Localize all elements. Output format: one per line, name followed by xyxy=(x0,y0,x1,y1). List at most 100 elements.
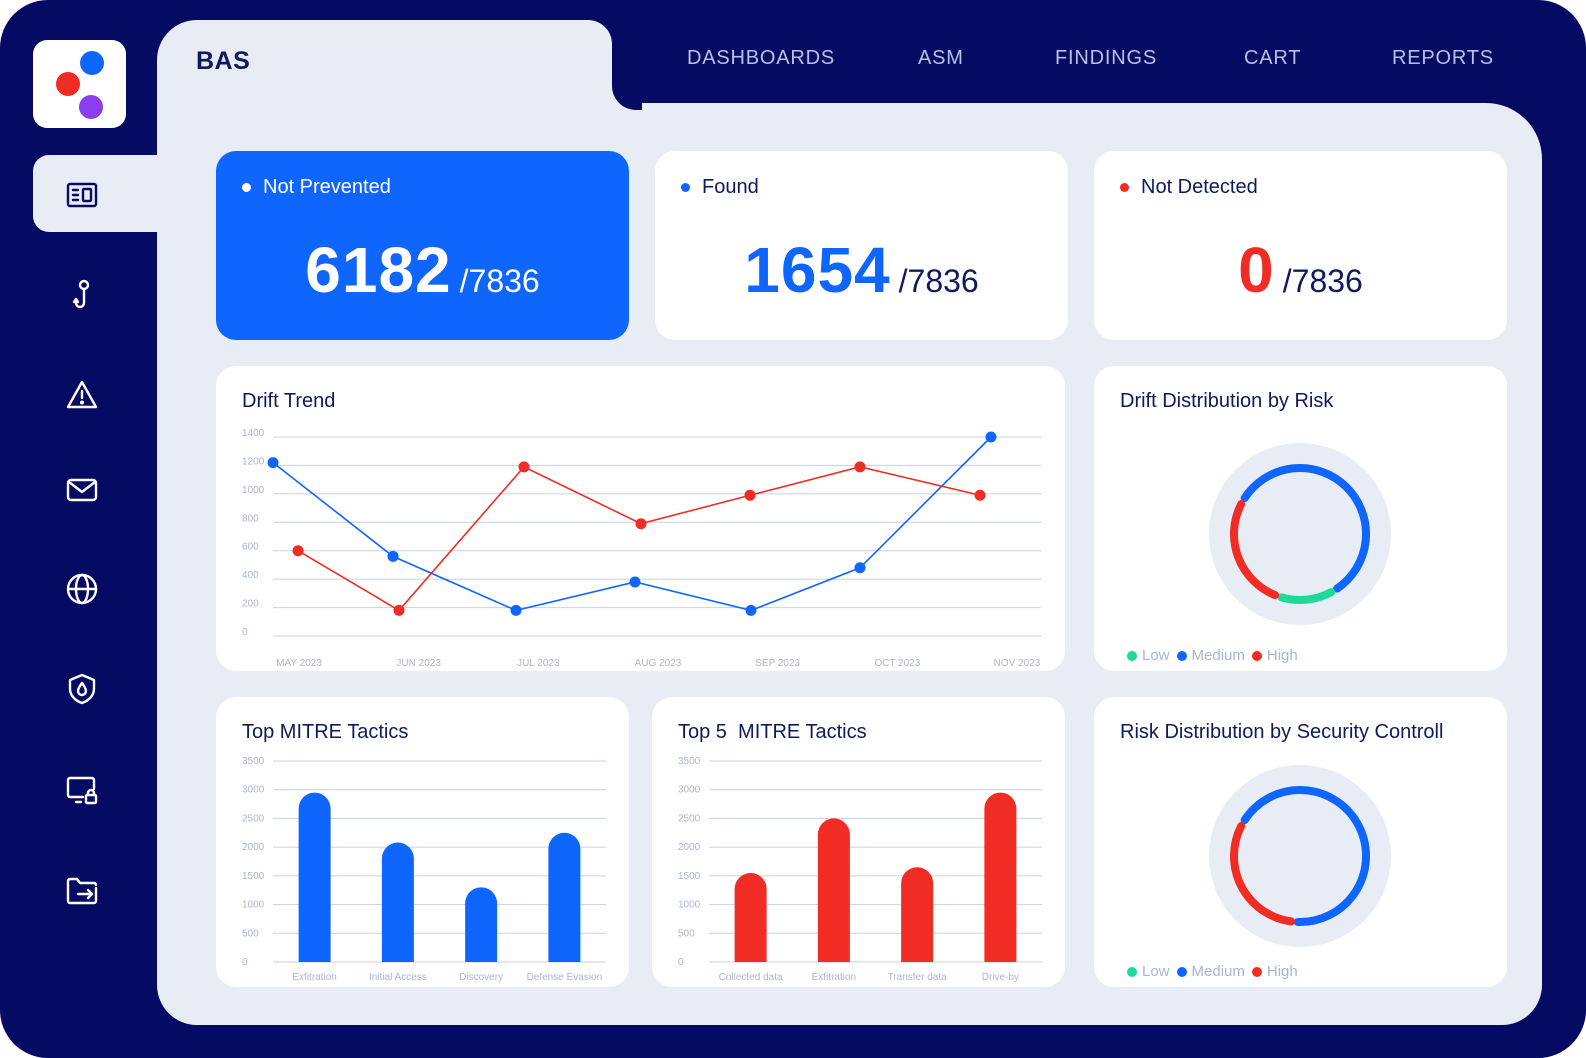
stat-total: /7836 xyxy=(459,263,540,299)
top-mitre-chart: 0 500 1000 1500 2000 2500 3000 3500 Exfitration I… xyxy=(242,756,606,983)
data-point xyxy=(518,461,530,473)
legend-high: High xyxy=(1251,647,1298,664)
device-lock-icon xyxy=(66,776,98,805)
top5-mitre-card: Top 5 MITRE Tactics 0 500 1000 1500 2000 2500… xyxy=(652,697,1065,987)
y-tick-label: 200 xyxy=(242,599,259,610)
stat-card-not-prevented[interactable]: Not Prevented 6182/7836 xyxy=(216,151,629,340)
nav-cart[interactable]: CART xyxy=(1244,47,1302,69)
stat-label: Found xyxy=(681,176,759,199)
card-title: Drift Distribution by Risk xyxy=(1120,390,1334,412)
mail-icon xyxy=(66,478,98,502)
x-tick-label: Initial Access xyxy=(369,972,427,983)
legend-medium: Medium xyxy=(1176,647,1245,664)
status-dot xyxy=(242,183,251,192)
bar xyxy=(984,792,1017,962)
status-dot xyxy=(1120,183,1129,192)
sidebar-item-globe[interactable] xyxy=(62,569,102,609)
sidebar-item-shield[interactable] xyxy=(62,669,102,709)
card-title: Drift Trend xyxy=(242,390,336,412)
legend-low: Low xyxy=(1127,647,1170,664)
data-point xyxy=(744,489,756,501)
drift-trend-card: Drift Trend 0 200 400 600 800 1000 1200 1400 MAY… xyxy=(216,366,1065,671)
y-tick-label: 3000 xyxy=(678,785,701,796)
x-tick-label: Discovery xyxy=(459,972,503,983)
sidebar-item-export[interactable] xyxy=(62,871,102,911)
donut-slice-high xyxy=(1230,822,1296,926)
x-tick-label: Drive-by xyxy=(982,972,1019,983)
x-tick-label: Exfitration xyxy=(812,972,856,983)
card-title: Top 5 MITRE Tactics xyxy=(678,721,867,743)
bar xyxy=(901,867,934,962)
donut-slice-high xyxy=(1230,500,1280,600)
y-tick-label: 0 xyxy=(678,957,684,968)
legend-label: Medium xyxy=(1191,963,1245,980)
y-tick-label: 0 xyxy=(242,957,248,968)
data-point xyxy=(745,604,757,616)
stat-label-text: Found xyxy=(702,176,759,198)
y-tick-label: 800 xyxy=(242,513,259,524)
stat-card-found[interactable]: Found 1654/7836 xyxy=(655,151,1068,340)
bar xyxy=(734,872,767,962)
legend-dot-high xyxy=(1251,650,1262,661)
bar xyxy=(298,792,331,962)
sidebar-item-device-security[interactable] xyxy=(62,770,102,810)
legend-dot-low xyxy=(1127,650,1137,661)
folder-export-icon xyxy=(66,877,98,905)
x-tick-label: Defense Evasion xyxy=(527,972,603,983)
page-title: BAS xyxy=(196,47,251,75)
sidebar-item-mail[interactable] xyxy=(62,470,102,510)
stat-number: 1654 xyxy=(744,234,891,306)
status-dot xyxy=(681,183,690,192)
data-point xyxy=(393,604,405,616)
shield-icon xyxy=(68,673,96,705)
y-tick-label: 2500 xyxy=(242,813,265,824)
legend-dot-low xyxy=(1127,966,1137,977)
header-tab-notch xyxy=(612,80,642,110)
y-tick-label: 3000 xyxy=(242,785,265,796)
nav-findings[interactable]: FINDINGS xyxy=(1055,47,1157,69)
y-tick-label: 400 xyxy=(242,570,259,581)
x-tick-label: OCT 2023 xyxy=(874,658,920,669)
header-tab xyxy=(157,20,612,140)
stat-card-not-detected[interactable]: Not Detected 0/7836 xyxy=(1094,151,1507,340)
drift-trend-chart: 0 200 400 600 800 1000 1200 1400 MAY 2023 JUN 202… xyxy=(242,428,1041,669)
logo-dot-purple xyxy=(79,95,103,119)
donut-slice-medium xyxy=(1240,464,1370,593)
stat-total: /7836 xyxy=(1282,263,1363,299)
donut-slice-medium xyxy=(1240,786,1370,926)
legend-medium: Medium xyxy=(1176,963,1245,980)
data-point xyxy=(985,431,997,443)
x-tick-label: Exfitration xyxy=(292,972,336,983)
app-logo[interactable] xyxy=(33,40,126,128)
bar xyxy=(817,818,850,962)
data-point xyxy=(854,461,866,473)
bar xyxy=(548,832,581,962)
top5-mitre-chart: 0 500 1000 1500 2000 2500 3000 3500 Collected da… xyxy=(678,756,1042,983)
data-point xyxy=(387,550,399,562)
bar xyxy=(381,842,414,962)
nav-dashboards[interactable]: DASHBOARDS xyxy=(687,47,836,69)
nav-reports[interactable]: REPORTS xyxy=(1392,47,1494,69)
card-title: Top MITRE Tactics xyxy=(242,721,409,743)
x-tick-label: JUN 2023 xyxy=(396,658,441,669)
sidebar-item-hook[interactable] xyxy=(62,275,102,315)
stat-value: 1654/7836 xyxy=(655,233,1068,307)
drift-distribution-donut xyxy=(1209,443,1391,625)
sidebar-item-dashboard[interactable] xyxy=(62,175,102,215)
nav-asm[interactable]: ASM xyxy=(918,47,964,69)
stat-label-text: Not Detected xyxy=(1141,176,1258,198)
x-tick-label: AUG 2023 xyxy=(635,658,682,669)
donut-slice-low xyxy=(1277,588,1336,604)
chart-legend: Low Medium High xyxy=(1127,963,1305,980)
legend-high: High xyxy=(1251,963,1298,980)
stat-label-text: Not Prevented xyxy=(263,176,391,198)
stat-value: 0/7836 xyxy=(1094,233,1507,307)
y-tick-label: 1500 xyxy=(678,871,701,882)
y-tick-label: 1000 xyxy=(242,900,265,911)
y-tick-label: 3500 xyxy=(678,756,701,767)
sidebar-item-alerts[interactable] xyxy=(62,375,102,415)
y-tick-label: 1400 xyxy=(242,428,265,439)
dashboard-icon xyxy=(66,182,98,208)
hook-icon xyxy=(72,279,90,309)
